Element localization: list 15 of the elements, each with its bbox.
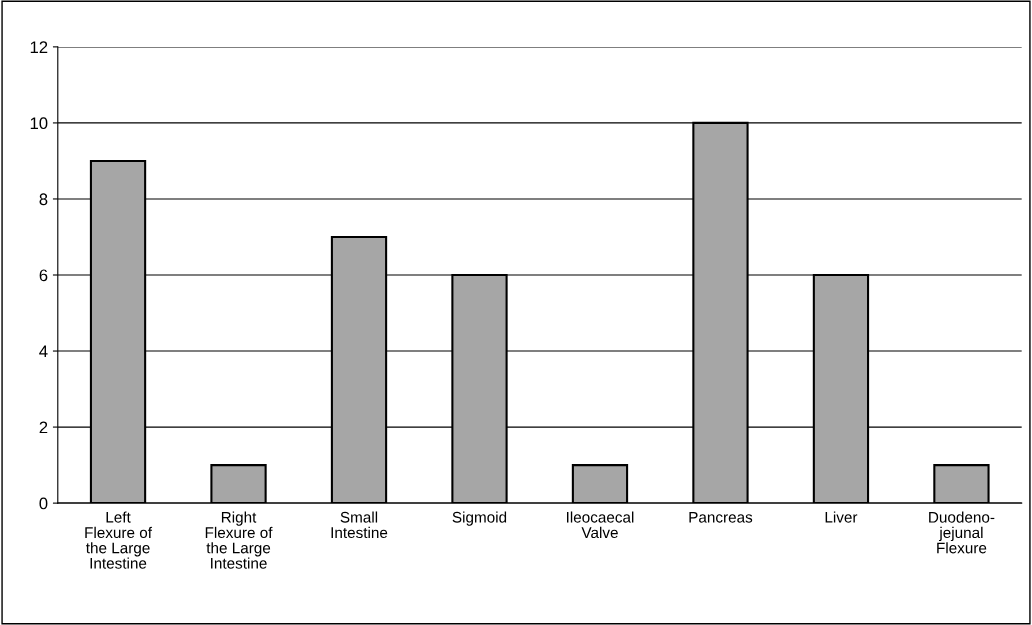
x-tick-label: Liver xyxy=(825,511,858,523)
y-tick-label: 12 xyxy=(30,41,48,53)
y-tick-label: 4 xyxy=(39,345,48,358)
x-tick-label: Duodeno-jejunal Flexure xyxy=(929,511,995,554)
x-tick-label: Sigmoid xyxy=(452,511,507,526)
x-tick-label: Pancreas xyxy=(689,512,753,523)
y-tick-label: 0 xyxy=(39,497,48,510)
x-tick-label: Left Flexure of the Large Intestine xyxy=(85,511,153,569)
x-tick-label: Small Intestine xyxy=(331,511,388,539)
y-tick-label: 10 xyxy=(30,117,48,130)
x-tick-label: Right Flexure of the Large Intestine xyxy=(205,511,273,569)
y-tick-label: 6 xyxy=(39,269,48,282)
y-tick-label: 8 xyxy=(39,193,48,206)
x-tick-label: Ileocaecal Valve xyxy=(566,511,634,539)
y-tick-label: 2 xyxy=(39,421,48,434)
